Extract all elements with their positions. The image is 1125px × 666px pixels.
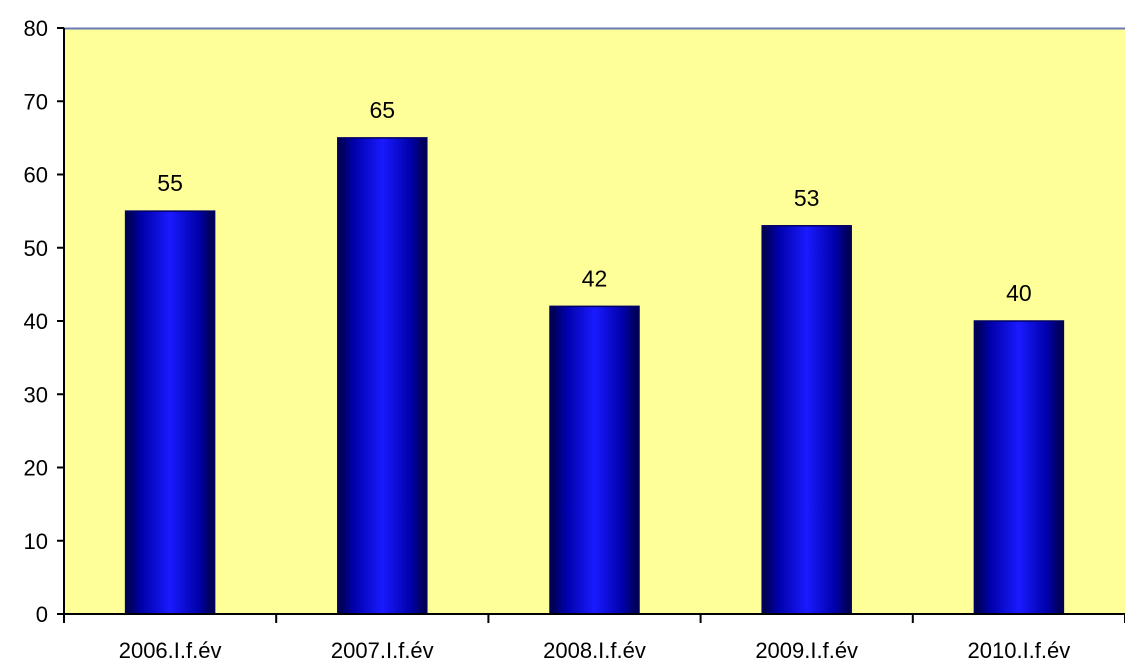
y-ticks-group: 0 10 20 30 40 50 60 70 80: [24, 16, 64, 627]
y-tick-label: 30: [24, 382, 48, 407]
bar: [973, 320, 1065, 615]
data-labels-group: 55 65 42 53 40: [157, 97, 1031, 306]
bar: [124, 210, 216, 615]
x-category-label: 2006.I.f.év: [119, 638, 222, 663]
y-tick-label: 70: [24, 89, 48, 114]
data-label: 53: [794, 185, 820, 211]
y-tick-label: 0: [36, 602, 48, 627]
y-tick-label: 60: [24, 163, 48, 188]
data-label: 42: [582, 265, 608, 291]
y-tick-label: 80: [24, 16, 48, 41]
data-label: 65: [370, 97, 396, 123]
y-tick-label: 20: [24, 456, 48, 481]
y-tick-label: 10: [24, 529, 48, 554]
x-category-label: 2010.I.f.év: [968, 638, 1071, 663]
y-tick-label: 50: [24, 236, 48, 261]
bar: [549, 305, 640, 615]
data-label: 40: [1006, 280, 1032, 306]
x-category-label: 2007.I.f.év: [331, 638, 434, 663]
data-label: 55: [157, 170, 183, 196]
y-tick-label: 40: [24, 309, 48, 334]
x-category-label: 2009.I.f.év: [755, 638, 858, 663]
bar: [761, 225, 852, 615]
bar: [337, 137, 428, 615]
x-category-label: 2008.I.f.év: [543, 638, 646, 663]
x-ticks-group: 2006.I.f.év 2007.I.f.év 2008.I.f.év 2009.I.…: [63, 614, 1125, 663]
